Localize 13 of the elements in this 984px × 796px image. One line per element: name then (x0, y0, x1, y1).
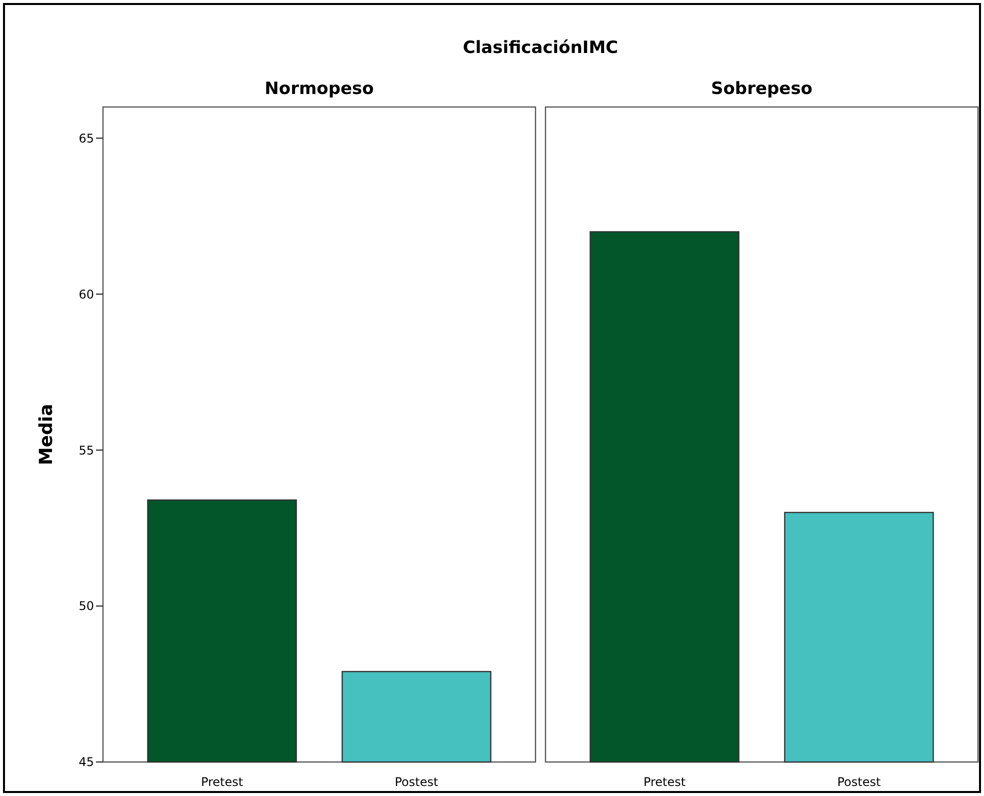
x-tick-label: Postest (837, 775, 881, 789)
chart-title: ClasificaciónIMC (462, 38, 618, 58)
y-tick-label: 60 (78, 287, 94, 302)
x-tick-label: Pretest (643, 775, 686, 789)
x-tick-label: Pretest (200, 775, 244, 789)
y-axis-title: Media (36, 404, 57, 466)
y-tick-label: 50 (78, 599, 94, 614)
chart-subtitle: Normopeso (264, 79, 374, 99)
y-tick-label: 55 (78, 443, 94, 458)
x-tick-label: Postest (394, 775, 438, 789)
chart-subtitle: Sobrepeso (710, 79, 813, 99)
y-tick-label: 65 (78, 131, 94, 146)
y-tick-label: 45 (78, 755, 94, 770)
